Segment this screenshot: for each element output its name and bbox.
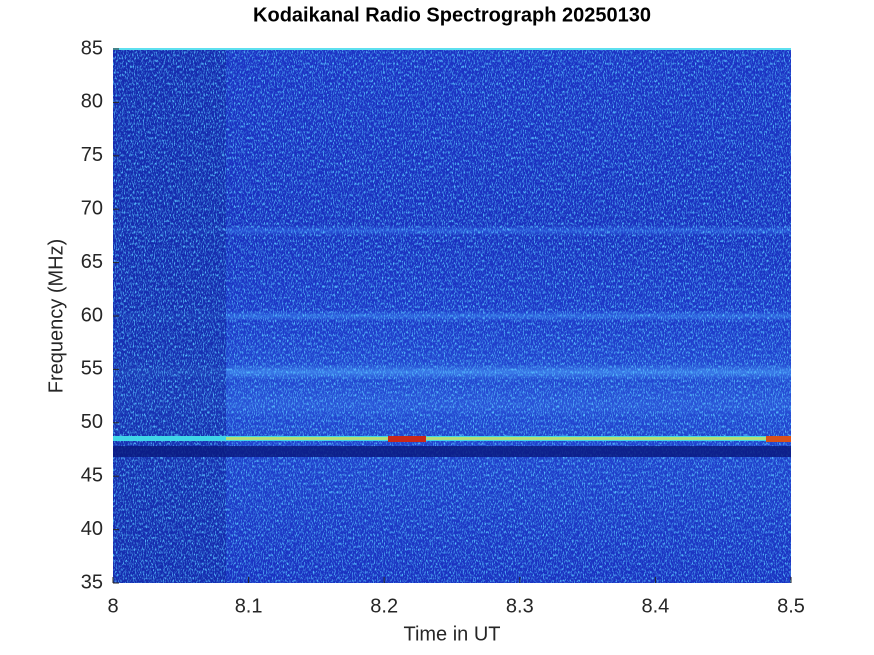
x-tick-label: 8: [107, 595, 118, 617]
x-tick-label: 8.5: [777, 595, 805, 617]
y-axis-label: Frequency (MHz): [45, 239, 67, 393]
spectrogram: [113, 48, 791, 583]
chart-title: Kodaikanal Radio Spectrograph 20250130: [253, 4, 651, 26]
y-tick-label: 70: [81, 197, 103, 219]
y-tick-label: 60: [81, 304, 103, 326]
x-tick-label: 8.1: [235, 595, 263, 617]
x-axis-label: Time in UT: [403, 623, 500, 645]
burst: [766, 436, 791, 442]
y-tick-label: 65: [81, 251, 103, 273]
bright-band-core: [226, 437, 791, 440]
y-tick-label: 40: [81, 518, 103, 540]
y-tick-label: 45: [81, 464, 103, 486]
dark-band: [113, 446, 791, 457]
y-tick-label: 85: [81, 37, 103, 59]
top-edge: [113, 48, 791, 50]
x-tick-label: 8.4: [641, 595, 669, 617]
y-tick-label: 80: [81, 91, 103, 113]
x-tick-label: 8.2: [370, 595, 398, 617]
y-tick-label: 75: [81, 144, 103, 166]
y-tick-label: 35: [81, 571, 103, 593]
x-tick-label: 8.3: [506, 595, 534, 617]
noise: [113, 49, 791, 583]
y-tick-label: 55: [81, 358, 103, 380]
burst: [388, 436, 426, 442]
y-tick-label: 50: [81, 411, 103, 433]
